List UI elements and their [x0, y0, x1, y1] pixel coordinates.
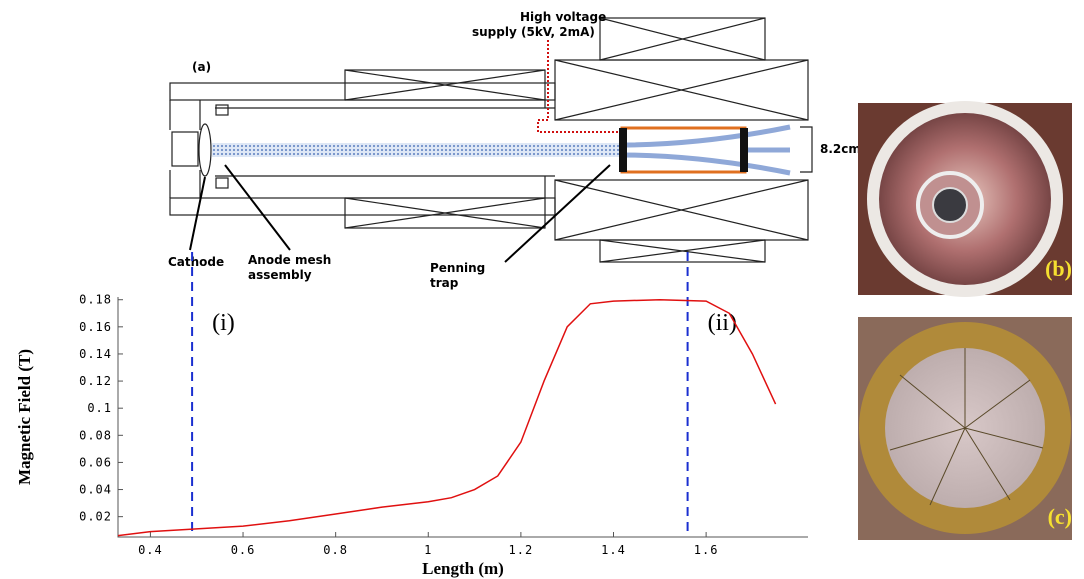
- photo-label: (b): [1045, 256, 1072, 281]
- y-tick-label: 0.06: [79, 455, 112, 469]
- photo-label: (c): [1048, 504, 1072, 529]
- anode-label: Anode mesh: [248, 253, 331, 267]
- diameter-label: 8.2cm: [820, 142, 861, 156]
- axis: [117, 297, 808, 538]
- supply-label: supply (5kV, 2mA): [472, 25, 595, 39]
- y-tick-label: 0.08: [79, 428, 112, 442]
- plot: 0.02 0.04 0.06 0.08 0.1 0.12 0.14 0.16 0.18 0.4 0.…: [15, 252, 808, 578]
- supply-label: High voltage: [520, 10, 606, 24]
- cathode-label: Cathode: [168, 255, 224, 269]
- x-tick-label: 1.4: [601, 543, 626, 557]
- x-tick-label: 1.2: [509, 543, 534, 557]
- x-tick-label: 0.4: [138, 543, 163, 557]
- photos: (b) (c): [858, 101, 1072, 540]
- y-axis-label: Magnetic Field (T): [15, 349, 34, 485]
- y-tick-label: 0.02: [79, 510, 112, 524]
- x-tick-label: 1: [424, 543, 432, 557]
- y-tick-label: 0.18: [79, 293, 112, 307]
- trap-label: Penning: [430, 261, 485, 275]
- apparatus-diagram: (a) High voltage supply (5kV, 2mA) Catho…: [168, 10, 861, 290]
- panel-label: (a): [192, 60, 211, 74]
- marker-label: (ii): [708, 310, 737, 336]
- x-tick-label: 0.6: [231, 543, 256, 557]
- x-tick-label: 0.8: [323, 543, 348, 557]
- anode-label: assembly: [248, 268, 312, 282]
- y-tick-label: 0.1: [87, 401, 112, 415]
- y-tick-label: 0.12: [79, 374, 112, 388]
- y-tick-label: 0.14: [79, 347, 112, 361]
- x-tick-label: 1.6: [694, 543, 719, 557]
- y-tick-label: 0.04: [79, 483, 112, 497]
- y-tick-label: 0.16: [79, 320, 112, 334]
- marker-label: (i): [212, 310, 235, 336]
- trap-label: trap: [430, 276, 459, 290]
- x-axis-label: Length (m): [422, 559, 504, 578]
- field-curve: [117, 298, 777, 537]
